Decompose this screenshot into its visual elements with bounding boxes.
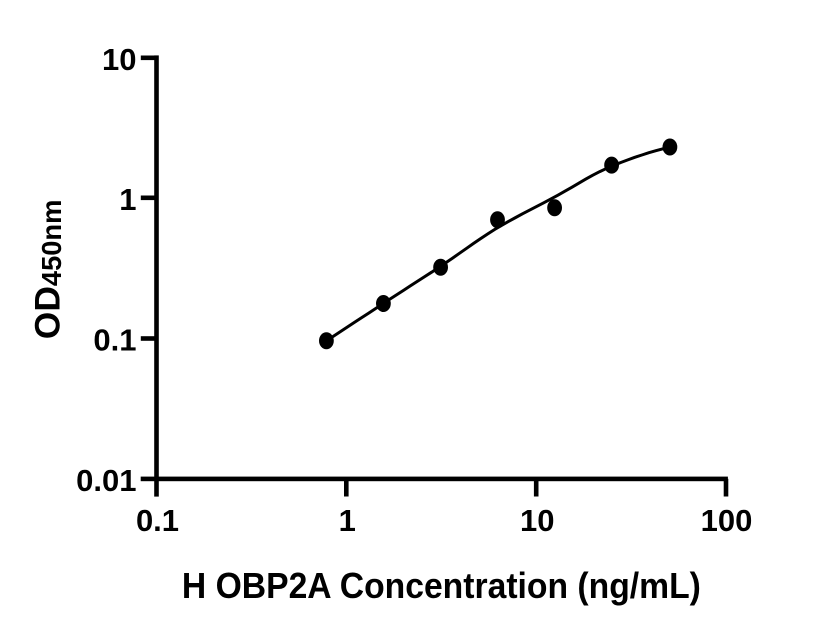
svg-text:1: 1	[339, 503, 356, 538]
svg-text:0.1: 0.1	[136, 503, 179, 538]
svg-text:OD450nm: OD450nm	[28, 200, 68, 340]
svg-text:100: 100	[701, 503, 753, 538]
svg-text:10: 10	[520, 503, 554, 538]
svg-text:0.01: 0.01	[76, 463, 136, 498]
svg-text:0.1: 0.1	[93, 323, 136, 358]
svg-text:1: 1	[119, 182, 136, 217]
svg-text:H OBP2A Concentration (ng/mL): H OBP2A Concentration (ng/mL)	[182, 565, 701, 606]
svg-text:10: 10	[102, 42, 136, 77]
